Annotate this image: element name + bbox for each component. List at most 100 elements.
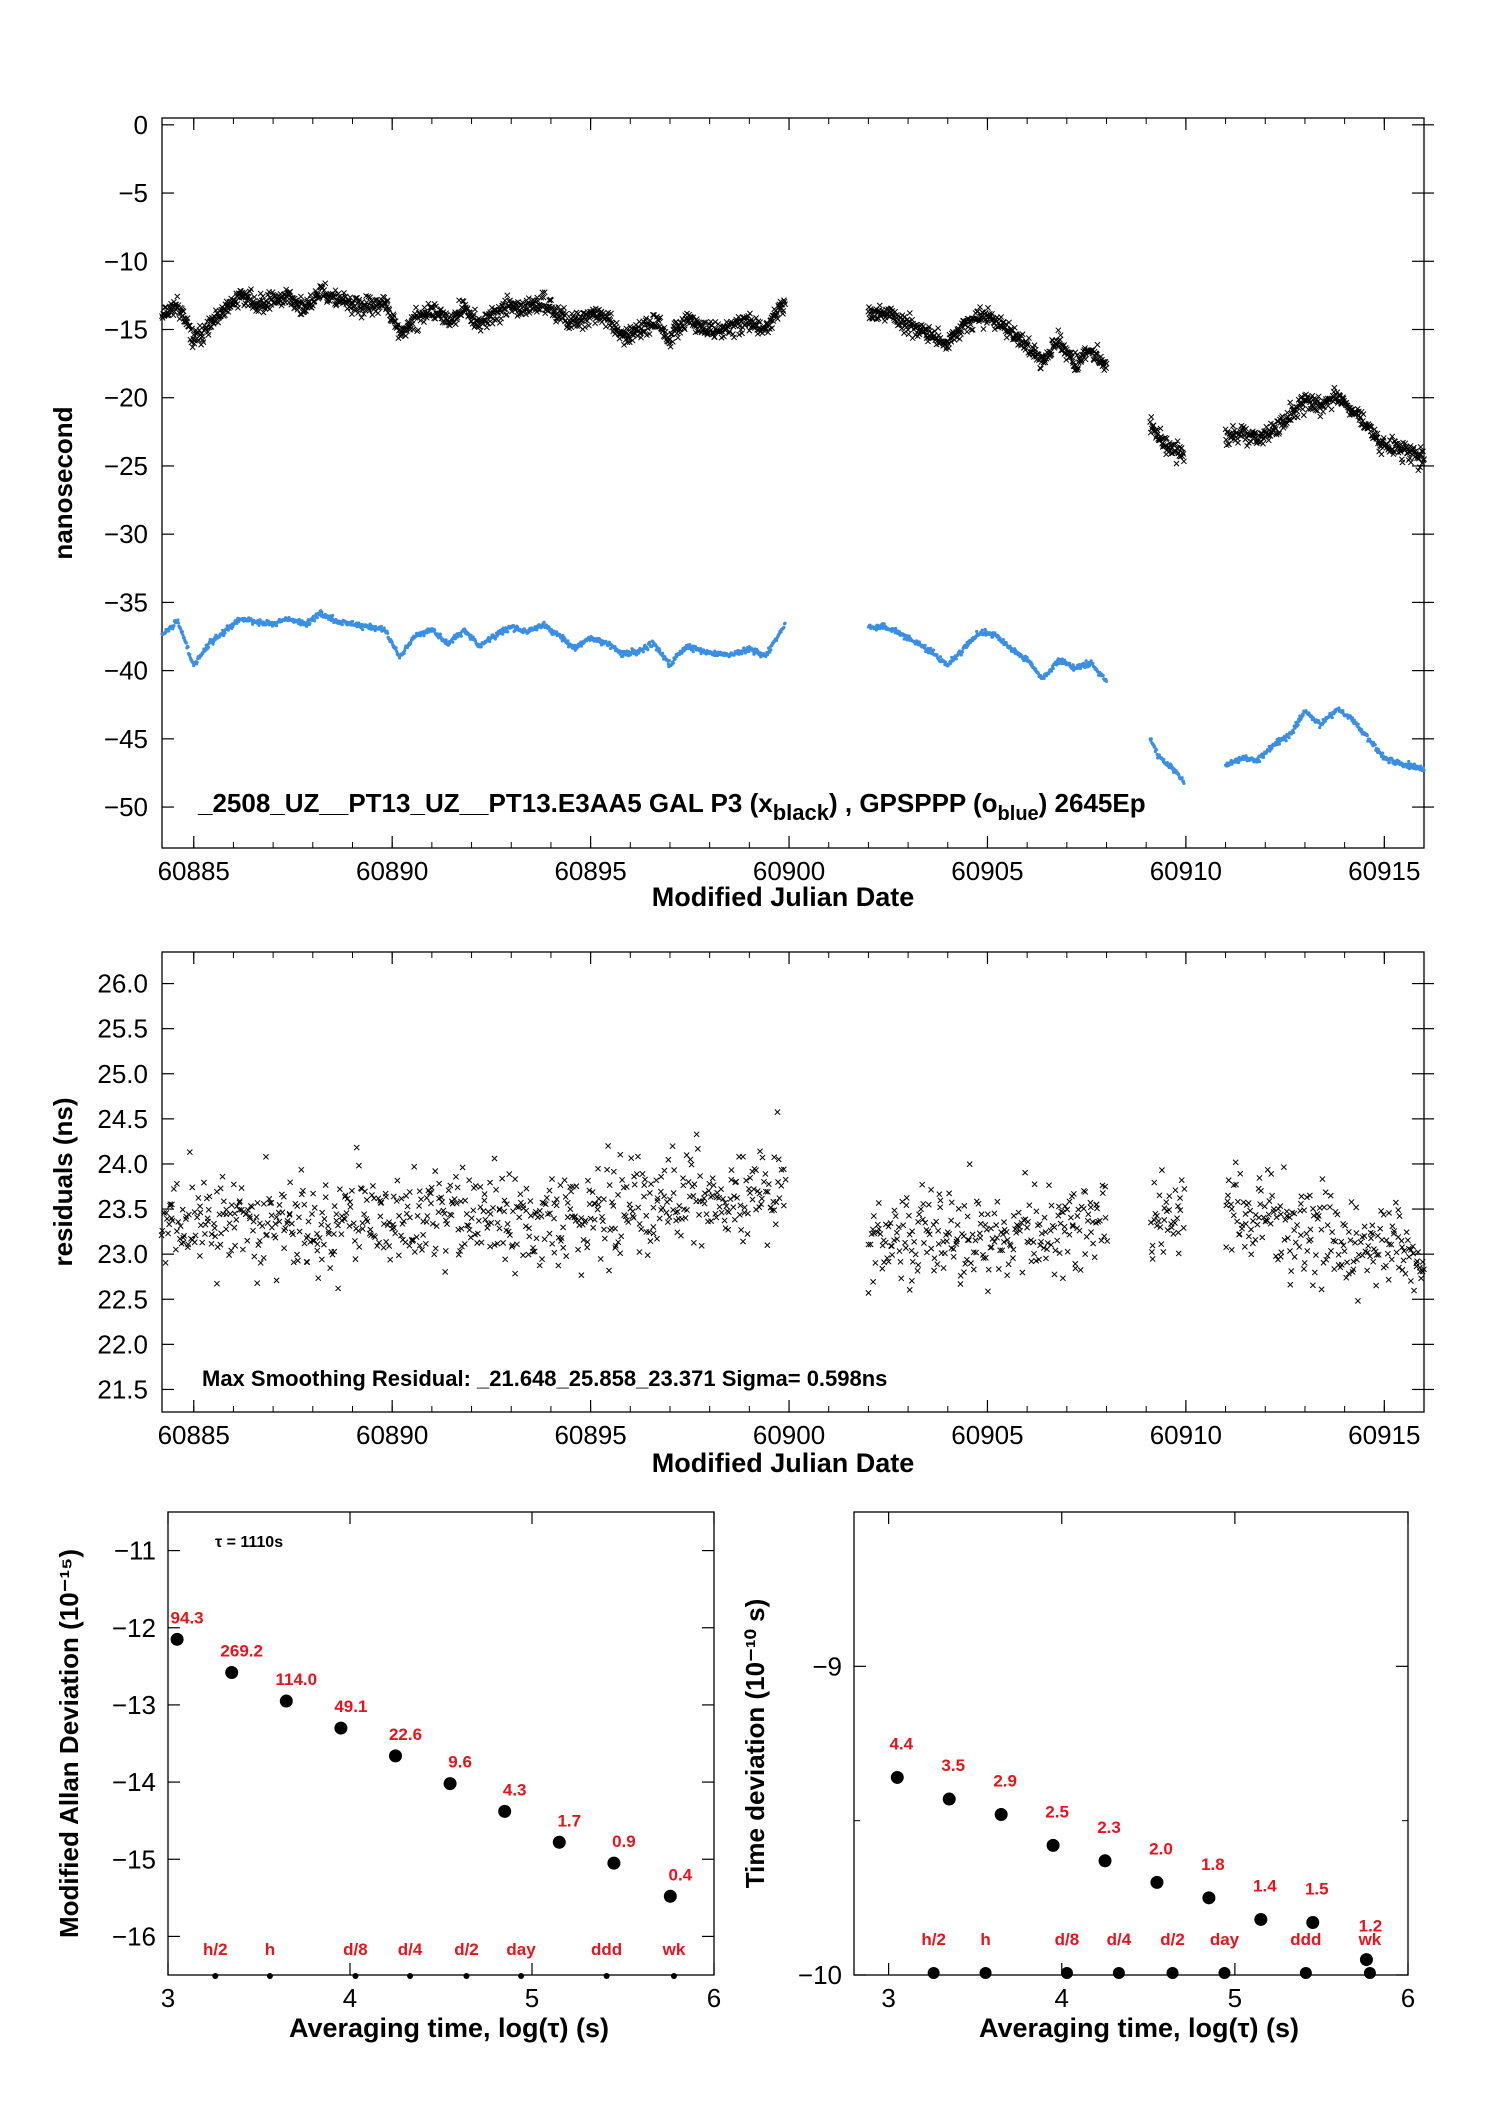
plot-frame	[161, 117, 1425, 849]
data-point	[540, 294, 547, 301]
data-point	[501, 632, 505, 636]
data-point	[909, 316, 916, 323]
data-point	[491, 1155, 498, 1162]
data-point	[595, 1201, 602, 1208]
data-point	[608, 310, 614, 317]
y-tick-label: −15	[104, 314, 148, 344]
data-point	[520, 1252, 527, 1259]
data-point	[776, 1195, 783, 1202]
data-point	[600, 1196, 607, 1203]
data-point	[976, 318, 982, 325]
data-point	[1287, 399, 1294, 406]
data-point	[948, 338, 955, 345]
data-point	[188, 652, 192, 657]
data-point	[1025, 1218, 1031, 1225]
data-point	[757, 319, 764, 326]
data-point	[489, 320, 496, 327]
data-point	[1057, 332, 1064, 339]
data-point	[906, 310, 913, 317]
y-tick-label: −50	[104, 792, 148, 822]
data-point	[330, 1231, 337, 1237]
data-point	[870, 1278, 877, 1285]
data-point	[605, 1142, 612, 1149]
data-point	[381, 298, 388, 305]
data-point	[736, 331, 743, 338]
data-point	[235, 304, 241, 311]
data-point	[920, 323, 927, 329]
data-point	[176, 618, 180, 622]
data-point	[650, 311, 656, 318]
data-point	[940, 1265, 947, 1271]
data-point	[1277, 742, 1282, 746]
data-point	[630, 1214, 637, 1221]
data-point	[162, 1259, 169, 1266]
data-point	[347, 294, 354, 301]
data-point	[728, 1167, 735, 1174]
data-point	[915, 1218, 922, 1225]
data-point	[567, 1206, 574, 1213]
data-point	[538, 1213, 545, 1220]
data-point	[459, 298, 466, 304]
data-point	[772, 1221, 779, 1228]
data-point	[170, 312, 177, 319]
data-point	[1010, 1212, 1017, 1219]
data-point	[394, 1177, 401, 1184]
data-point	[238, 1185, 245, 1191]
data-point	[731, 1216, 738, 1223]
data-point	[500, 1239, 507, 1246]
data-point	[1028, 1258, 1035, 1265]
data-point	[563, 310, 570, 317]
data-point	[549, 1240, 556, 1247]
data-point	[648, 1181, 654, 1187]
data-point	[889, 1251, 896, 1258]
data-point	[575, 310, 582, 317]
data-point	[716, 328, 723, 335]
data-point	[538, 294, 545, 301]
data-point	[413, 304, 419, 311]
data-point	[541, 1236, 548, 1243]
data-point	[186, 1149, 193, 1156]
data-point	[935, 325, 942, 332]
data-point	[463, 1210, 470, 1217]
data-point	[636, 1220, 643, 1227]
data-point	[1381, 751, 1385, 755]
data-point	[314, 290, 321, 297]
data-point	[536, 1262, 543, 1269]
data-point	[957, 1281, 964, 1287]
data-point	[230, 1181, 237, 1188]
data-point	[1091, 661, 1095, 666]
data-point	[911, 1238, 918, 1245]
data-point	[173, 1228, 180, 1235]
data-point	[905, 1212, 912, 1219]
data-point	[184, 315, 191, 322]
data-point	[1292, 730, 1296, 734]
data-point	[709, 1175, 716, 1182]
data-point	[226, 1220, 233, 1227]
data-point	[906, 318, 913, 325]
caption-mid: ) , GPSPPP (o	[829, 788, 998, 818]
data-point	[740, 1238, 746, 1245]
data-point	[186, 645, 190, 649]
data-point	[476, 323, 483, 330]
data-point	[915, 1262, 922, 1268]
data-point	[1055, 1203, 1062, 1210]
data-point	[393, 1198, 400, 1204]
data-point	[522, 1223, 529, 1230]
data-point	[318, 1256, 325, 1263]
data-point	[698, 1242, 705, 1249]
data-point	[701, 1200, 708, 1207]
data-point	[204, 1215, 211, 1222]
data-point	[1320, 408, 1327, 415]
data-point	[629, 1208, 636, 1215]
data-point	[470, 311, 477, 318]
data-point	[654, 323, 661, 330]
data-point	[217, 1185, 224, 1192]
caption-lead: _2508_UZ__PT13_UZ__PT13.E3AA5 GAL P3 (x	[197, 788, 773, 818]
data-point	[909, 1228, 916, 1235]
data-point	[319, 1209, 326, 1216]
y-tick-label: −45	[104, 724, 148, 754]
data-point	[681, 324, 688, 331]
data-point	[361, 628, 365, 632]
data-point	[702, 319, 709, 326]
data-point	[294, 1251, 301, 1258]
